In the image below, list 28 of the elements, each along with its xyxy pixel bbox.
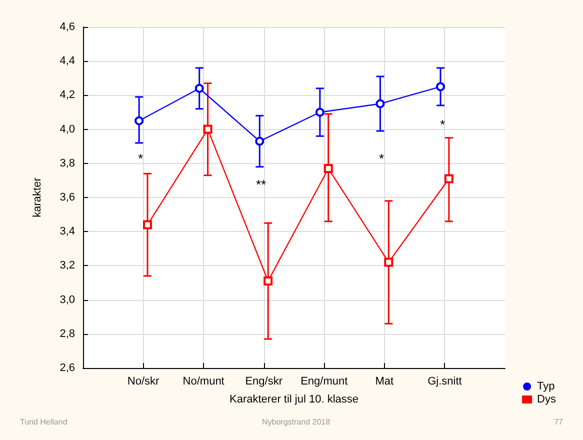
annotation: * bbox=[379, 151, 384, 166]
x-tick-label: Eng/munt bbox=[300, 376, 348, 388]
annotation: * bbox=[440, 117, 446, 132]
y-tick-label: 3,8 bbox=[60, 157, 75, 170]
y-tick-label: 4,4 bbox=[60, 55, 75, 68]
y-axis-title: karakter bbox=[32, 177, 44, 218]
text: Turid Helland bbox=[20, 418, 68, 426]
y-tick-label: 4,6 bbox=[60, 21, 75, 33]
y-tick-label: 3,4 bbox=[60, 226, 75, 238]
y-tick-label: 2,6 bbox=[60, 362, 75, 374]
x-tick-label: Mat bbox=[375, 376, 394, 388]
x-tick-label: Gj.snitt bbox=[428, 376, 462, 388]
text: Nyborgstrand 2018 bbox=[262, 418, 331, 426]
y-tick-label: 3,6 bbox=[60, 192, 75, 204]
x-axis-title: Karakterer til jul 10. klasse bbox=[230, 394, 358, 406]
y-tick-label: 4,0 bbox=[60, 123, 75, 136]
y-tick-label: 2,8 bbox=[60, 328, 75, 340]
y-tick-label: 3,0 bbox=[60, 294, 75, 306]
legend-label: Dys bbox=[537, 394, 556, 406]
x-tick-label: No/skr bbox=[127, 376, 160, 388]
x-tick-label: Eng/skr bbox=[245, 376, 283, 388]
text: 77 bbox=[554, 418, 564, 426]
y-tick-label: 3,2 bbox=[60, 260, 75, 272]
x-tick-label: No/munt bbox=[182, 376, 224, 388]
y-tick-label: 4,2 bbox=[60, 89, 75, 102]
legend-label: Typ bbox=[537, 380, 555, 392]
annotation: * bbox=[138, 151, 144, 166]
annotation: ** bbox=[256, 177, 266, 192]
